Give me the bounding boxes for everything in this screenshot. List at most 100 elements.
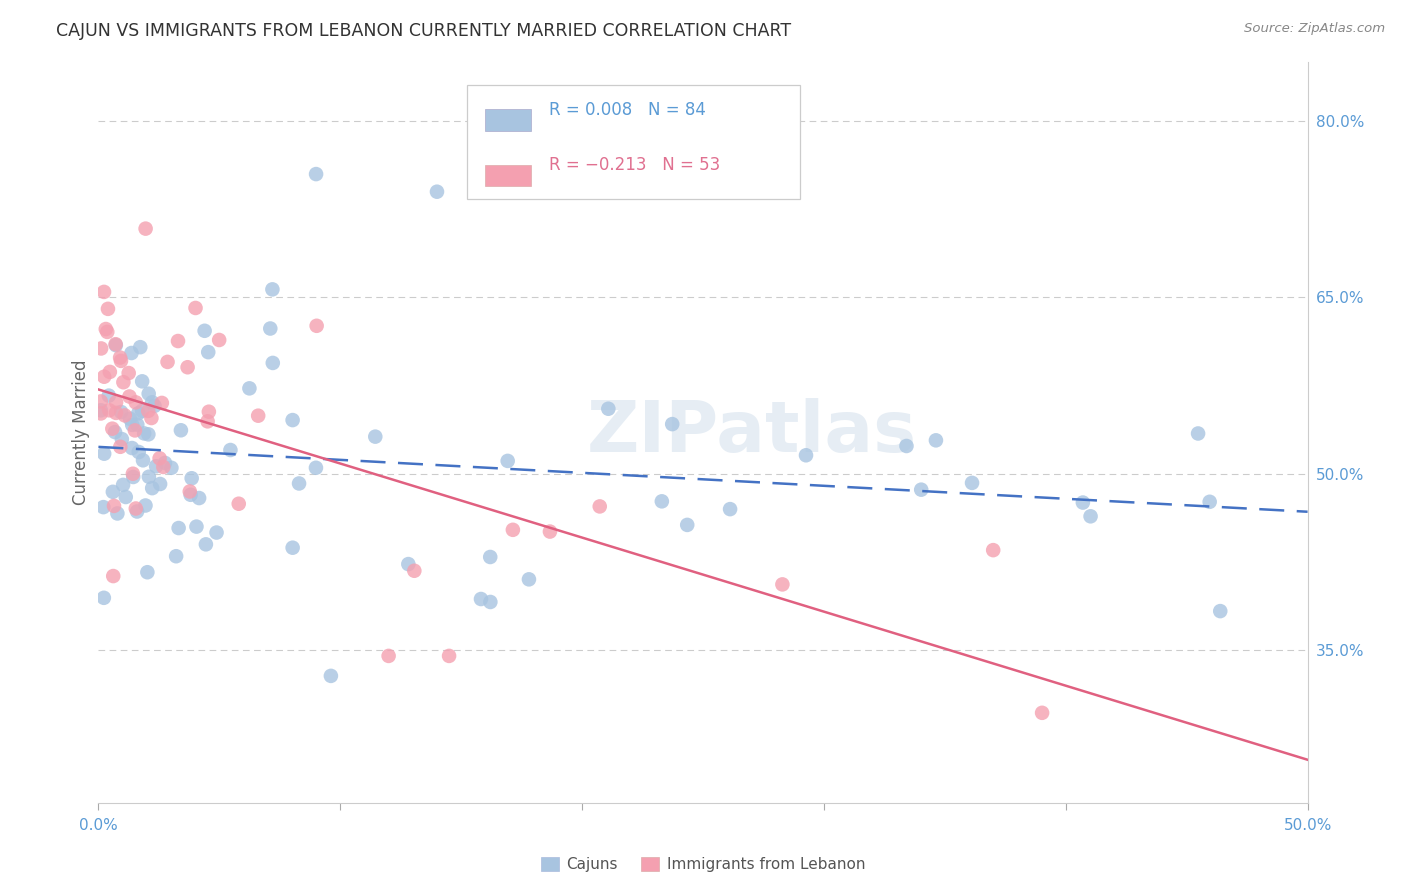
Point — [262, 282, 284, 296]
Point — [219, 443, 242, 458]
Text: Source: ZipAtlas.com: Source: ZipAtlas.com — [1244, 22, 1385, 36]
Point — [153, 456, 176, 470]
Point — [93, 591, 115, 605]
Point — [121, 441, 143, 455]
Point — [125, 501, 148, 516]
Point — [661, 417, 683, 431]
Point — [111, 432, 134, 446]
Point — [925, 434, 948, 448]
Point — [132, 453, 155, 467]
Point — [156, 355, 179, 369]
Text: R = 0.008   N = 84: R = 0.008 N = 84 — [550, 101, 706, 119]
Point — [437, 648, 460, 663]
Point — [110, 405, 132, 419]
Point — [125, 504, 148, 518]
Point — [107, 507, 129, 521]
Point — [98, 403, 121, 417]
Point — [170, 423, 193, 437]
Point — [197, 345, 219, 359]
Point — [136, 404, 159, 418]
Point — [149, 477, 172, 491]
Point — [141, 411, 163, 425]
Point — [121, 346, 143, 360]
Point — [90, 407, 112, 421]
Point — [118, 411, 141, 425]
Text: CAJUN VS IMMIGRANTS FROM LEBANON CURRENTLY MARRIED CORRELATION CHART: CAJUN VS IMMIGRANTS FROM LEBANON CURRENT… — [56, 22, 792, 40]
Y-axis label: Currently Married: Currently Married — [72, 359, 90, 506]
Point — [104, 337, 127, 351]
Point — [141, 395, 163, 409]
Point — [128, 445, 150, 459]
Point — [93, 447, 115, 461]
Point — [97, 301, 120, 316]
Point — [165, 549, 187, 564]
Point — [93, 285, 115, 299]
Point — [404, 564, 426, 578]
Point — [1209, 604, 1232, 618]
Point — [124, 424, 146, 438]
Point — [103, 569, 125, 583]
Point — [97, 389, 120, 403]
Point — [426, 185, 449, 199]
Point — [167, 334, 190, 348]
Point — [479, 549, 502, 564]
Point — [180, 488, 202, 502]
Point — [122, 470, 145, 484]
Point — [160, 460, 183, 475]
Point — [517, 572, 540, 586]
Point — [247, 409, 270, 423]
Point — [101, 422, 124, 436]
Point — [981, 543, 1004, 558]
Point — [127, 406, 149, 420]
Point — [114, 490, 136, 504]
Legend: Cajuns, Immigrants from Lebanon: Cajuns, Immigrants from Lebanon — [534, 851, 872, 879]
Point — [108, 351, 131, 365]
Point — [104, 406, 127, 420]
Point — [794, 448, 817, 462]
Point — [377, 648, 399, 663]
Point — [262, 356, 284, 370]
FancyBboxPatch shape — [485, 110, 531, 130]
Point — [112, 375, 135, 389]
Point — [150, 396, 173, 410]
Point — [188, 491, 211, 505]
Point — [134, 426, 156, 441]
Point — [1198, 495, 1220, 509]
Point — [98, 365, 121, 379]
Point — [198, 405, 221, 419]
Point — [1187, 426, 1209, 441]
Point — [194, 324, 217, 338]
Point — [194, 537, 217, 551]
Point — [90, 342, 112, 356]
Point — [138, 427, 160, 442]
Text: R = −0.213   N = 53: R = −0.213 N = 53 — [550, 156, 721, 174]
FancyBboxPatch shape — [467, 85, 800, 200]
Point — [90, 403, 112, 417]
Point — [208, 333, 231, 347]
Point — [141, 481, 163, 495]
Point — [538, 524, 561, 539]
Point — [131, 404, 153, 418]
Point — [90, 394, 112, 409]
Point — [502, 523, 524, 537]
Point — [131, 375, 153, 389]
Point — [135, 221, 157, 235]
Point — [259, 321, 281, 335]
Point — [319, 669, 342, 683]
Point — [180, 471, 202, 485]
Point — [1080, 509, 1102, 524]
Point — [960, 475, 983, 490]
Point — [288, 476, 311, 491]
Point — [179, 484, 201, 499]
Point — [143, 399, 166, 413]
Point — [112, 478, 135, 492]
Point — [118, 366, 141, 380]
Point — [103, 499, 125, 513]
Point — [589, 500, 612, 514]
Text: ZIPatlas: ZIPatlas — [586, 398, 917, 467]
FancyBboxPatch shape — [485, 164, 531, 186]
Point — [129, 340, 152, 354]
Point — [134, 499, 156, 513]
Point — [718, 502, 741, 516]
Point — [104, 425, 127, 439]
